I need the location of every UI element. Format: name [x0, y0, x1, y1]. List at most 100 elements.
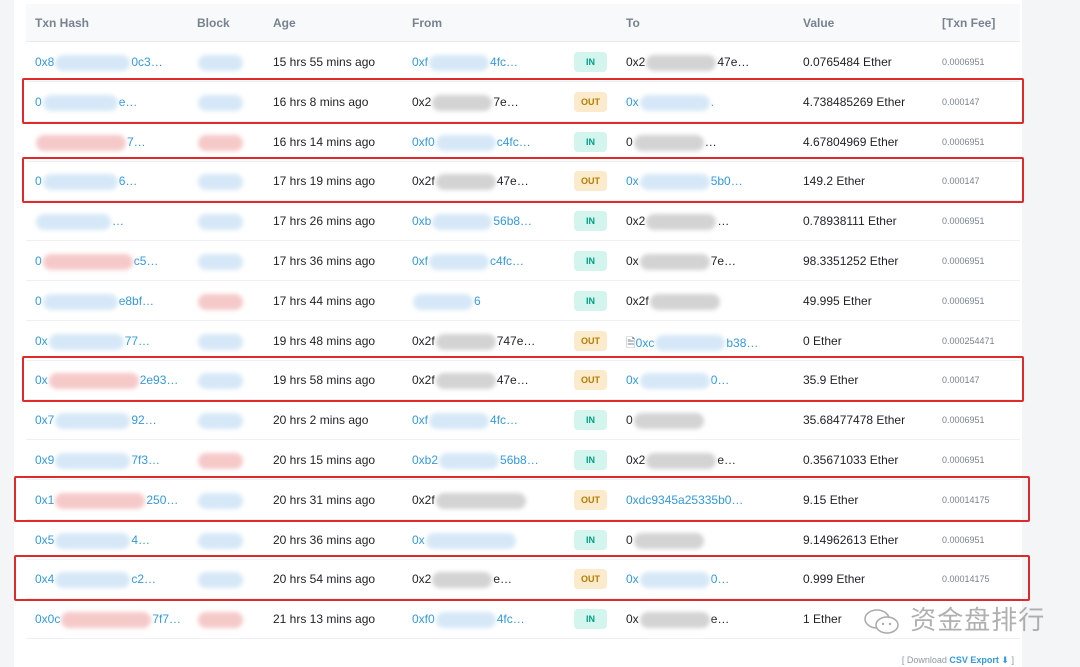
block-link[interactable] [197, 453, 244, 469]
from-address[interactable]: 0xf 4fc… [412, 413, 519, 430]
to-address[interactable]: 0x 0… [626, 572, 729, 589]
redaction-blur [646, 55, 717, 71]
txn-hash-link-suffix: 77… [124, 333, 151, 348]
to-address: 0… [626, 134, 717, 151]
redaction-blur [435, 612, 496, 629]
from-address-suffix: 6 [474, 293, 481, 308]
block-link[interactable] [197, 134, 244, 151]
to-address-prefix: 0x2 [626, 453, 646, 468]
redaction-blur [198, 572, 243, 589]
block-link[interactable] [197, 174, 244, 191]
txn-hash-link[interactable]: 0x5 4… [35, 532, 151, 549]
redaction-blur [42, 293, 118, 310]
highlight-box [22, 77, 1024, 124]
txn-hash-link[interactable]: 0x1 250… [35, 492, 178, 509]
txn-hash-link[interactable]: 0x0c 7f7… [35, 612, 182, 629]
txn-hash-link-suffix: c5… [133, 254, 159, 269]
block-link[interactable] [197, 254, 244, 270]
txn-hash-link-suffix: c2… [131, 572, 157, 587]
highlight-box [22, 157, 1024, 204]
from-address[interactable]: 0xb 56b8… [412, 214, 533, 231]
value-text: 0.35671033 Ether [803, 453, 899, 467]
from-address[interactable]: 0xb2 56b8… [412, 453, 539, 469]
direction-badge: IN [574, 211, 607, 232]
txn-fee-text: 0.000147 [942, 96, 980, 107]
to-address[interactable]: 0x. [626, 94, 714, 111]
block-link[interactable] [197, 333, 244, 350]
txn-hash-link[interactable]: 0 6… [35, 174, 138, 191]
txn-hash-link-suffix: 6… [118, 174, 138, 189]
redaction-blur [36, 214, 111, 231]
csv-export-link[interactable]: CSV Export [949, 655, 999, 665]
from-address[interactable]: 0xf0 c4fc… [412, 134, 531, 151]
txn-hash-link[interactable]: … [35, 214, 124, 231]
from-address-suffix: 4fc… [490, 413, 519, 428]
to-address[interactable]: 🗎0xc b38… [626, 334, 758, 355]
redaction-blur [429, 254, 490, 270]
txn-hash-link[interactable]: 0x8 0c3… [35, 55, 163, 71]
block-link[interactable] [197, 94, 244, 111]
col-value: Value [803, 16, 835, 30]
to-address-suffix: b38… [726, 335, 759, 350]
redaction-blur [639, 612, 710, 629]
txn-fee-text: 0.0006951 [942, 295, 985, 306]
from-address: 0x2f 47e… [412, 373, 529, 390]
to-address-prefix: 0x2 [626, 55, 646, 70]
age-text: 20 hrs 31 mins ago [273, 492, 376, 507]
txn-fee-text: 0.000254471 [942, 335, 995, 346]
to-address: 0x2 e… [626, 453, 736, 469]
txn-hash-link[interactable]: 0x9 7f3… [35, 453, 160, 469]
from-address[interactable]: 0x [412, 532, 517, 549]
txn-hash-link-suffix: 7f7… [152, 612, 182, 627]
to-address[interactable]: 0x 0… [626, 373, 729, 390]
block-link[interactable] [197, 293, 244, 310]
from-address[interactable]: 0xf 4fc… [412, 55, 518, 71]
block-link[interactable] [197, 492, 244, 509]
block-link[interactable] [197, 214, 244, 231]
block-link[interactable] [197, 612, 244, 629]
to-address-suffix: … [717, 214, 730, 229]
txn-hash-link-suffix: 4… [131, 532, 151, 547]
from-address-prefix: 0xb2 [412, 453, 439, 468]
block-link[interactable] [197, 572, 244, 589]
block-link[interactable] [197, 532, 244, 549]
from-address[interactable]: 0xf0 4fc… [412, 612, 525, 629]
col-txn-fee[interactable]: [Txn Fee] [942, 16, 996, 30]
txn-hash-link[interactable]: 0x 77… [35, 333, 151, 350]
txn-hash-link[interactable]: 0x4 c2… [35, 572, 157, 589]
from-address: 0x2f 747e… [412, 333, 535, 350]
from-address[interactable]: 6 [412, 293, 481, 310]
txn-hash-link[interactable]: 0x7 92… [35, 413, 157, 430]
value-text: 0 Ether [803, 333, 842, 348]
from-address-prefix: 0xf0 [412, 612, 435, 627]
txn-hash-link[interactable]: 0 c5… [35, 254, 158, 270]
txn-hash-link-suffix: 7f3… [131, 453, 161, 468]
block-link[interactable] [197, 55, 244, 71]
redaction-blur [48, 333, 124, 350]
txn-hash-link[interactable]: 0 e8bf… [35, 293, 154, 310]
direction-badge: IN [574, 251, 607, 271]
direction-badge: IN [574, 529, 607, 550]
txn-hash-link[interactable]: 7… [35, 134, 146, 151]
col-age[interactable]: Age [273, 16, 296, 30]
from-address[interactable]: 0xf c4fc… [412, 254, 524, 270]
txn-hash-link-prefix: 0 [35, 94, 42, 109]
to-address[interactable]: 0x 5b0… [626, 174, 743, 191]
txn-hash-link-suffix: 7… [127, 134, 146, 149]
txn-hash-link[interactable]: 0 e… [35, 94, 137, 111]
redaction-blur [55, 413, 131, 430]
table-row: 0x4 c2… 20 hrs 54 mins ago 0x2 e… OUT 0x 0… 0.99… [26, 559, 1020, 600]
txn-fee-text: 0.0006951 [942, 216, 985, 227]
from-address-suffix: 56b8… [493, 214, 533, 229]
txn-hash-link[interactable]: 0x 2e93… [35, 373, 178, 390]
from-address-prefix: 0x2f [412, 373, 435, 388]
table-row: 0x7 92… 20 hrs 2 mins ago 0xf 4fc… IN 0 35.6847… [26, 400, 1020, 441]
block-link[interactable] [197, 373, 244, 390]
txn-hash-link-prefix: 0x5 [35, 532, 55, 547]
to-address[interactable]: 0xdc9345a25335b0… [626, 493, 745, 509]
block-link[interactable] [197, 413, 244, 430]
csv-export: [ Download CSV Export ⬇ ] [902, 655, 1014, 666]
table-row: 0x9 7f3… 20 hrs 15 mins ago 0xb2 56b8… IN 0x2 e… [26, 440, 1020, 480]
from-address-suffix: 7e… [493, 94, 519, 109]
direction-badge: OUT [574, 489, 607, 510]
